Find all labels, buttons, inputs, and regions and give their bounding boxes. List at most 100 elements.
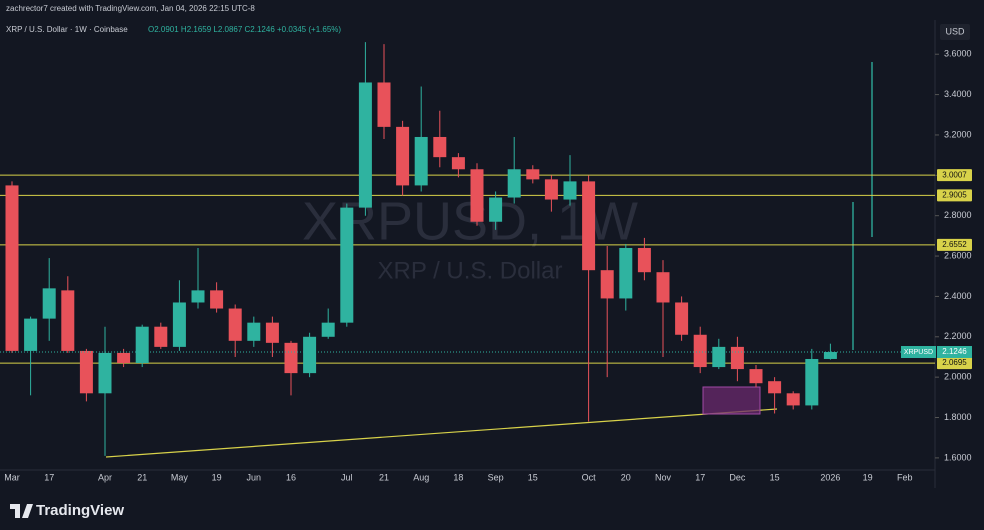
- x-tick-label: 21: [379, 472, 389, 482]
- x-tick-label: 21: [137, 472, 147, 482]
- candle-body: [600, 270, 614, 299]
- candle-body: [507, 169, 521, 198]
- x-tick-label: 16: [286, 472, 296, 482]
- candle-body: [5, 185, 19, 351]
- candle-body: [117, 352, 131, 364]
- candle-body: [42, 288, 56, 319]
- candle-body: [693, 334, 707, 368]
- level-label: 2.9005: [942, 191, 967, 200]
- y-tick-label: 2.8000: [944, 210, 972, 220]
- candle-body: [451, 157, 465, 170]
- candle-body: [526, 169, 540, 180]
- brand-logo: [10, 504, 33, 518]
- x-tick-label: Sep: [488, 472, 504, 482]
- y-tick-label: 2.2000: [944, 331, 972, 341]
- x-tick-label: Jul: [341, 472, 353, 482]
- candle-body: [172, 302, 186, 347]
- footer: [0, 490, 984, 530]
- x-tick-label: May: [171, 472, 189, 482]
- candle-body: [98, 352, 112, 394]
- level-tag: [937, 357, 972, 370]
- candle-body: [24, 318, 38, 351]
- candle-body: [544, 179, 558, 200]
- candle-body: [377, 82, 391, 127]
- brand: TradingView: [36, 502, 124, 519]
- candle-body: [805, 358, 819, 406]
- candle-body: [563, 181, 577, 200]
- candle-body: [210, 290, 224, 309]
- zone-box: [702, 386, 761, 415]
- candle-body: [247, 322, 261, 341]
- y-tick-label: 1.6000: [944, 452, 972, 462]
- last-price-name: XRPUSD: [904, 349, 933, 356]
- author-line: zachrector7 created with TradingView.com…: [6, 4, 255, 13]
- candle-body: [154, 326, 168, 347]
- candle-body: [470, 169, 484, 222]
- candle-body: [414, 136, 428, 186]
- candle-body: [228, 308, 242, 341]
- x-tick-label: Oct: [582, 472, 597, 482]
- last-price-label: 2.1246: [942, 347, 967, 356]
- x-tick-label: Dec: [729, 472, 746, 482]
- candle-body: [786, 393, 800, 406]
- candle-body: [637, 247, 651, 273]
- x-tick-label: 19: [863, 472, 873, 482]
- x-tick-label: 15: [770, 472, 780, 482]
- level-tag: [937, 238, 972, 251]
- x-tick-label: 18: [453, 472, 463, 482]
- y-tick-label: 2.0000: [944, 372, 972, 382]
- symbol-line: XRP / U.S. Dollar · 1W · Coinbase: [6, 25, 128, 34]
- level-tag: [937, 169, 972, 182]
- candle-body: [284, 342, 298, 374]
- currency: USD: [945, 26, 965, 36]
- x-tick-label: 15: [528, 472, 538, 482]
- x-tick-label: Feb: [897, 472, 913, 482]
- y-tick-label: 1.8000: [944, 412, 972, 422]
- watermark: XRPUSD, 1W: [302, 191, 638, 251]
- level-tag: [937, 189, 972, 202]
- candle-body: [489, 197, 503, 222]
- candle-body: [265, 322, 279, 343]
- x-tick-label: 2026: [820, 472, 840, 482]
- watermark-sub: XRP / U.S. Dollar: [378, 257, 563, 284]
- candle-body: [712, 346, 726, 368]
- level-label: 2.6552: [942, 240, 967, 249]
- y-tick-label: 2.6000: [944, 250, 972, 260]
- candle-body: [135, 326, 149, 364]
- y-tick-label: 2.4000: [944, 291, 972, 301]
- x-tick-label: Aug: [413, 472, 429, 482]
- candle-body: [321, 322, 335, 337]
- x-tick-label: Apr: [98, 472, 112, 482]
- x-tick-label: 17: [695, 472, 705, 482]
- candle-body: [730, 346, 744, 370]
- candle-body: [396, 126, 410, 186]
- y-tick-label: 3.6000: [944, 49, 972, 59]
- candle-body: [358, 82, 372, 208]
- last-price-name-tag: [901, 346, 936, 359]
- candle-body: [191, 290, 205, 303]
- level-label: 3.0007: [942, 170, 967, 179]
- last-price-tag: [937, 346, 972, 359]
- candle-body: [749, 369, 763, 384]
- level-label: 2.0695: [942, 358, 967, 367]
- candle-body: [675, 302, 689, 335]
- x-tick-label: Nov: [655, 472, 672, 482]
- candle-body: [303, 336, 317, 374]
- x-tick-label: 19: [212, 472, 222, 482]
- candle-body: [768, 381, 782, 394]
- x-tick-label: Mar: [4, 472, 20, 482]
- candle-body: [656, 272, 670, 303]
- x-tick-label: Jun: [247, 472, 262, 482]
- ohlc-line: O2.0901 H2.1659 L2.0867 C2.1246 +0.0345 …: [148, 25, 341, 34]
- currency-box: [940, 24, 970, 40]
- candle-body: [79, 350, 93, 394]
- candle-body: [433, 136, 447, 158]
- trendline: [105, 408, 778, 458]
- candle-body: [582, 181, 596, 271]
- y-tick-label: 3.2000: [944, 129, 972, 139]
- candle-body: [823, 352, 837, 359]
- candle-body: [61, 290, 75, 351]
- candle-body: [340, 207, 354, 323]
